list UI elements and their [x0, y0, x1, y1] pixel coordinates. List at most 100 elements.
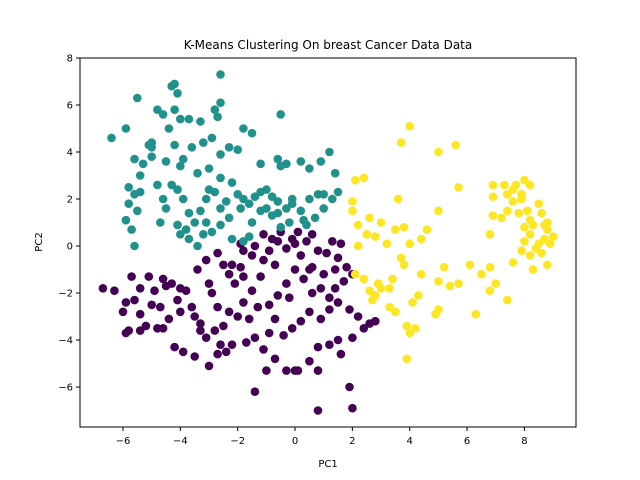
point-cluster-2-39 [471, 309, 481, 319]
point-cluster-1-96 [199, 138, 208, 147]
point-cluster-1-90 [213, 112, 222, 122]
point-cluster-1-11 [127, 225, 136, 234]
point-cluster-0-30 [196, 326, 205, 335]
point-cluster-2-62 [548, 232, 558, 241]
y-tick-label: −6 [58, 383, 73, 394]
point-cluster-0-115 [250, 387, 260, 397]
y-tick-label: −4 [58, 336, 73, 347]
point-cluster-2-90 [414, 291, 423, 300]
point-cluster-1-27 [161, 204, 171, 213]
plot-frame [79, 57, 577, 428]
point-cluster-2-48 [502, 206, 512, 216]
point-cluster-0-59 [250, 241, 260, 251]
point-cluster-0-61 [264, 246, 274, 255]
point-cluster-0-120 [348, 403, 357, 413]
point-cluster-2-45 [488, 211, 498, 220]
point-cluster-2-28 [402, 321, 412, 331]
point-cluster-2-33 [434, 277, 443, 286]
point-cluster-1-95 [196, 117, 205, 126]
point-cluster-0-29 [190, 352, 199, 361]
point-cluster-2-70 [528, 265, 538, 274]
point-cluster-2-30 [405, 328, 415, 338]
point-cluster-2-37 [454, 279, 463, 288]
point-cluster-0-35 [204, 361, 214, 371]
point-cluster-0-74 [322, 248, 331, 258]
point-cluster-1-73 [302, 220, 311, 230]
point-cluster-0-102 [348, 333, 357, 343]
point-cluster-1-83 [224, 143, 234, 152]
point-cluster-0-70 [296, 251, 306, 260]
point-cluster-1-80 [227, 178, 237, 187]
point-cluster-1-0 [107, 133, 116, 143]
y-axis-label: PC2 [34, 232, 45, 251]
point-cluster-2-50 [514, 208, 523, 218]
point-cluster-0-78 [342, 262, 351, 272]
x-tick-label: −6 [116, 436, 131, 447]
point-cluster-0-56 [247, 251, 257, 260]
point-cluster-2-13 [399, 222, 409, 232]
point-cluster-1-113 [319, 204, 329, 213]
point-cluster-2-58 [534, 199, 543, 208]
point-cluster-2-5 [362, 230, 372, 239]
point-cluster-2-69 [543, 260, 552, 270]
point-cluster-2-24 [359, 274, 369, 284]
point-cluster-2-12 [393, 194, 403, 204]
point-cluster-2-52 [523, 206, 532, 216]
point-cluster-1-42 [216, 204, 225, 213]
point-cluster-0-131 [307, 262, 317, 272]
point-cluster-1-28 [173, 185, 182, 194]
point-cluster-2-81 [451, 140, 460, 150]
point-cluster-0-88 [273, 291, 283, 300]
point-cluster-0-50 [233, 312, 242, 321]
point-cluster-1-102 [167, 81, 176, 91]
point-cluster-0-118 [313, 406, 323, 415]
point-cluster-2-18 [388, 274, 397, 284]
point-cluster-0-68 [293, 227, 303, 237]
point-cluster-0-48 [230, 279, 240, 288]
point-cluster-1-36 [199, 230, 208, 239]
point-cluster-0-53 [247, 286, 257, 296]
point-cluster-1-23 [176, 161, 185, 171]
point-cluster-0-119 [345, 382, 354, 392]
point-cluster-1-45 [227, 234, 237, 244]
point-cluster-2-78 [517, 190, 526, 199]
point-cluster-1-74 [285, 218, 294, 227]
point-cluster-0-15 [158, 324, 168, 333]
point-cluster-0-16 [164, 314, 174, 324]
point-cluster-0-1 [110, 286, 119, 296]
point-cluster-1-55 [273, 197, 283, 206]
point-cluster-0-106 [305, 356, 314, 366]
point-cluster-2-43 [502, 295, 512, 305]
point-cluster-2-93 [531, 244, 541, 253]
point-cluster-0-60 [259, 255, 268, 265]
point-cluster-1-20 [176, 114, 185, 124]
point-cluster-2-38 [465, 260, 475, 270]
point-cluster-0-0 [98, 284, 108, 293]
point-cluster-2-35 [445, 281, 455, 291]
point-cluster-1-47 [244, 232, 254, 241]
point-cluster-1-67 [330, 168, 340, 178]
point-cluster-0-110 [259, 345, 268, 354]
chart-title: K-Means Clustering On breast Cancer Data… [184, 38, 473, 52]
point-cluster-0-24 [187, 302, 197, 312]
point-cluster-1-109 [221, 197, 231, 206]
x-tick-label: 6 [464, 436, 470, 447]
point-cluster-0-105 [313, 342, 323, 352]
point-cluster-2-22 [368, 295, 377, 305]
point-cluster-2-23 [365, 286, 374, 296]
point-cluster-1-110 [262, 204, 271, 213]
point-cluster-0-38 [219, 321, 228, 331]
point-cluster-0-80 [339, 277, 349, 286]
point-cluster-2-31 [402, 354, 412, 364]
y-tick-label: 4 [67, 148, 73, 159]
point-cluster-2-89 [385, 284, 394, 293]
point-cluster-0-64 [273, 237, 283, 246]
point-cluster-0-52 [253, 302, 263, 312]
point-cluster-0-123 [330, 265, 340, 274]
point-cluster-0-94 [305, 307, 314, 317]
point-cluster-1-92 [216, 98, 225, 107]
point-cluster-1-21 [170, 140, 179, 150]
point-cluster-2-74 [488, 180, 498, 190]
point-cluster-0-51 [244, 314, 254, 324]
point-cluster-0-37 [227, 340, 237, 350]
